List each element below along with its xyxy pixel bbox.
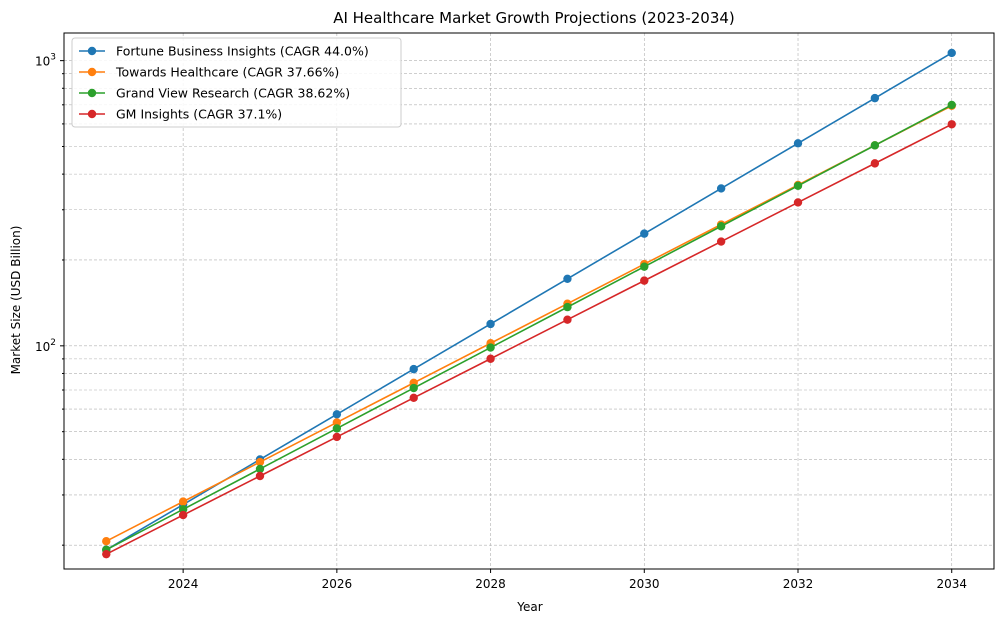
y-tick-exponent: 3: [50, 53, 56, 63]
legend-label: Grand View Research (CAGR 38.62%): [116, 86, 350, 101]
data-point: [947, 48, 956, 58]
data-point: [486, 343, 495, 352]
y-tick-base: 10: [35, 55, 50, 69]
x-axis-label: Year: [516, 600, 542, 614]
x-tick-label: 2028: [475, 577, 506, 591]
data-point: [793, 139, 803, 148]
data-point: [563, 315, 572, 324]
data-point: [793, 198, 803, 207]
legend-marker: [87, 46, 97, 56]
data-point: [486, 354, 495, 363]
y-tick-base: 10: [35, 340, 50, 354]
data-point: [332, 410, 342, 419]
data-point: [640, 276, 649, 285]
data-point: [332, 418, 342, 427]
y-tick-label: 102: [35, 338, 56, 354]
series-layer: [102, 48, 956, 559]
data-point: [947, 100, 956, 110]
data-point: [409, 364, 418, 374]
y-tick-exponent: 2: [50, 338, 56, 348]
plot-frame: [63, 32, 995, 570]
data-point: [102, 549, 111, 559]
data-point: [870, 93, 880, 103]
legend-box: [71, 37, 402, 128]
data-point: [716, 184, 726, 193]
data-point: [486, 319, 495, 329]
data-point: [409, 393, 418, 403]
legend-label: Fortune Business Insights (CAGR 44.0%): [116, 44, 369, 59]
x-tick-label: 2030: [629, 577, 660, 591]
data-point: [640, 229, 649, 238]
y-tick-label: 103: [35, 53, 56, 69]
y-axis-label: Market Size (USD Billion): [9, 226, 23, 375]
data-point: [870, 141, 880, 150]
data-point: [102, 537, 111, 546]
series-line: [105, 52, 953, 551]
data-point: [640, 262, 649, 271]
data-point: [793, 181, 803, 191]
grid: [64, 33, 994, 569]
data-point: [178, 510, 188, 520]
data-point: [947, 120, 956, 129]
data-point: [409, 383, 418, 393]
data-point: [332, 424, 342, 433]
x-tick-label: 2024: [168, 577, 199, 591]
data-point: [255, 464, 265, 474]
legend-label: GM Insights (CAGR 37.1%): [116, 107, 282, 122]
data-point: [332, 432, 342, 442]
data-point: [255, 457, 265, 467]
data-point: [716, 237, 726, 246]
data-point: [178, 497, 188, 506]
data-point: [870, 159, 880, 168]
data-point: [563, 302, 572, 312]
legend-label: Towards Healthcare (CAGR 37.66%): [115, 65, 339, 80]
data-point: [716, 222, 726, 231]
x-axis: 2024 2026 2028 2030 2032 2034: [168, 569, 967, 591]
legend-marker: [87, 67, 97, 77]
legend-marker: [87, 109, 97, 119]
x-tick-label: 2026: [322, 577, 353, 591]
x-tick-label: 2032: [783, 577, 814, 591]
series-line: [105, 104, 953, 551]
legend: Fortune Business Insights (CAGR 44.0%) To…: [71, 37, 402, 128]
data-point: [563, 274, 572, 284]
x-tick-label: 2034: [936, 577, 967, 591]
data-point: [178, 505, 188, 514]
chart-title: AI Healthcare Market Growth Projections …: [333, 9, 735, 27]
legend-marker: [87, 88, 97, 98]
series-line: [105, 123, 953, 555]
data-point: [255, 471, 265, 481]
